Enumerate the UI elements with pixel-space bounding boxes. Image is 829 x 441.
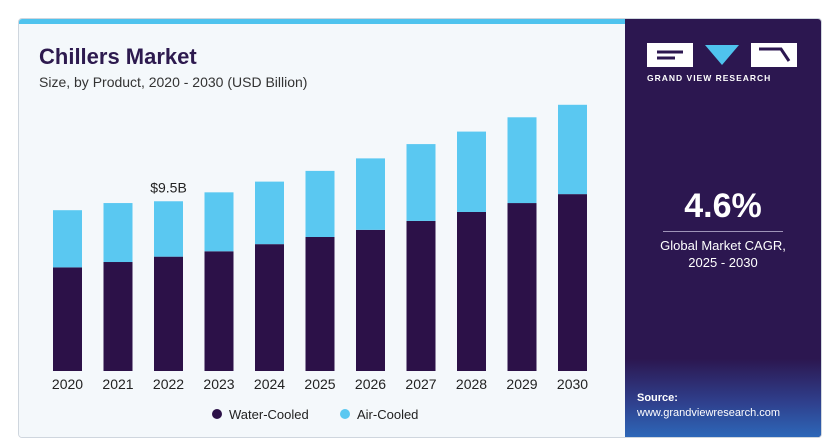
x-tick-label-2027: 2027 [405, 376, 436, 392]
bar-water-cooled-2020[interactable] [53, 267, 82, 371]
side-panel: GRAND VIEW RESEARCH 4.6% Global Market C… [625, 19, 821, 437]
bar-air-cooled-2025[interactable] [305, 170, 335, 237]
bar-annotation-2022: $9.5B [150, 179, 187, 195]
x-tick-label-2030: 2030 [557, 376, 588, 392]
cagr-label-line1: Global Market CAGR, [660, 238, 786, 253]
legend-swatch-air-cooled [340, 409, 350, 419]
chart-subtitle: Size, by Product, 2020 - 2030 (USD Billi… [39, 74, 308, 90]
bar-air-cooled-2029[interactable] [507, 117, 537, 204]
cagr-value: 4.6% [684, 187, 762, 225]
x-tick-label-2021: 2021 [102, 376, 133, 392]
source-link[interactable]: www.grandviewresearch.com [637, 407, 781, 419]
bar-water-cooled-2023[interactable] [204, 251, 234, 371]
legend-label-air-cooled: Air-Cooled [357, 407, 418, 422]
bar-water-cooled-2027[interactable] [406, 220, 436, 371]
bar-air-cooled-2028[interactable] [457, 131, 486, 212]
bar-air-cooled-2023[interactable] [204, 192, 234, 252]
bar-air-cooled-2024[interactable] [255, 181, 284, 245]
logo-text: GRAND VIEW RESEARCH [647, 73, 772, 83]
x-tick-label-2024: 2024 [254, 376, 285, 392]
x-tick-label-2029: 2029 [506, 376, 537, 392]
logo-mark-g-icon [647, 43, 693, 67]
bar-water-cooled-2025[interactable] [305, 237, 335, 371]
bar-water-cooled-2022[interactable] [154, 256, 183, 371]
x-tick-label-2026: 2026 [355, 376, 386, 392]
x-tick-label-2022: 2022 [153, 376, 184, 392]
x-tick-label-2023: 2023 [203, 376, 234, 392]
logo-mark-v-icon [699, 43, 745, 67]
bar-water-cooled-2029[interactable] [507, 203, 537, 371]
bar-air-cooled-2026[interactable] [356, 158, 385, 230]
x-tick-label-2025: 2025 [304, 376, 335, 392]
bar-air-cooled-2027[interactable] [406, 144, 436, 221]
cagr-label-line2: 2025 - 2030 [688, 255, 758, 270]
source-title: Source: [637, 392, 678, 404]
stacked-bar-chart: 2020 2021 2022 2023 2024 2025 2026 2027 2028 2029… [52, 104, 588, 422]
source-band [625, 359, 821, 437]
bar-air-cooled-2021[interactable] [103, 203, 133, 263]
cagr-label: Global Market CAGR, 2025 - 2030 [625, 237, 821, 271]
grand-view-research-logo: GRAND VIEW RESEARCH [647, 43, 799, 83]
bar-water-cooled-2026[interactable] [356, 229, 385, 371]
bar-air-cooled-2020[interactable] [53, 210, 82, 268]
bar-water-cooled-2024[interactable] [255, 244, 284, 371]
bar-air-cooled-2030[interactable] [558, 104, 587, 195]
x-tick-label-2028: 2028 [456, 376, 487, 392]
bar-water-cooled-2021[interactable] [103, 262, 133, 371]
chart-card: Chillers Market Size, by Product, 2020 -… [18, 18, 822, 438]
cagr-divider [663, 231, 783, 232]
legend-swatch-water-cooled [212, 409, 222, 419]
bar-air-cooled-2022[interactable] [154, 201, 183, 257]
legend-label-water-cooled: Water-Cooled [229, 407, 309, 422]
chart-title: Chillers Market [39, 44, 197, 69]
bar-water-cooled-2030[interactable] [558, 194, 587, 371]
bar-water-cooled-2028[interactable] [457, 211, 486, 371]
x-tick-label-2020: 2020 [52, 376, 83, 392]
logo-mark-r-icon [751, 43, 797, 67]
